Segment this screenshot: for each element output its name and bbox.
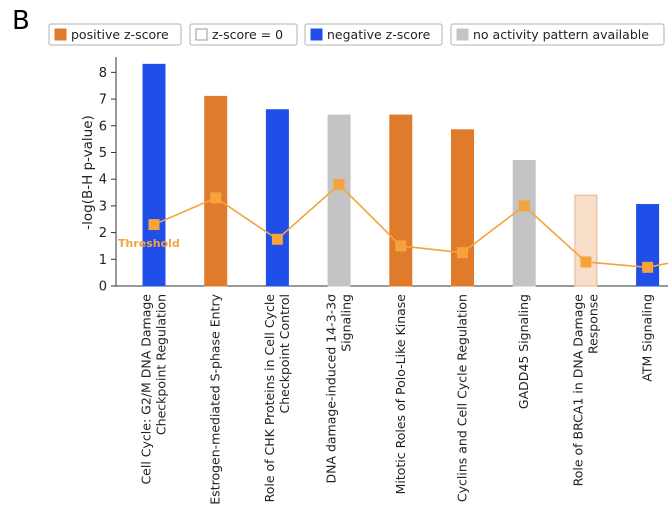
legend-item xyxy=(48,23,182,46)
ratio-point xyxy=(333,179,345,191)
legend-label: positive z-score xyxy=(71,27,169,42)
x-tick-label: Role of CHK Proteins in Cell Cycle xyxy=(262,294,277,503)
ratio-point xyxy=(210,192,222,204)
ratio-point xyxy=(148,219,160,231)
x-tick-label: Response xyxy=(585,294,600,354)
y-tick-label: 1 xyxy=(99,253,107,268)
y-tick-label: 4 xyxy=(99,173,107,188)
legend-label: no activity pattern available xyxy=(473,27,649,42)
y-tick-label: 8 xyxy=(99,66,107,81)
legend-item xyxy=(450,23,665,46)
ratio-point xyxy=(457,247,468,259)
panel-letter: B xyxy=(12,6,30,36)
x-tick-label: Signaling xyxy=(339,294,354,352)
y-axis-label: -log(B-H p-value) xyxy=(80,115,96,230)
bar xyxy=(451,129,474,287)
x-tick-label: Checkpoint Regulation xyxy=(154,294,169,435)
bar xyxy=(389,114,413,287)
negative-swatch-icon xyxy=(310,28,323,41)
x-tick-label: Cell Cycle: G2/M DNA Damage xyxy=(139,294,154,485)
no-pattern-swatch-icon xyxy=(456,28,469,41)
legend-item xyxy=(189,23,298,46)
y-tick-label: 3 xyxy=(99,199,107,214)
x-tick-label: Cyclins and Cell Cycle Regulation xyxy=(455,294,470,502)
legend-item xyxy=(304,23,443,46)
x-tick-label: Mitotic Roles of Polo-Like Kinase xyxy=(393,294,408,495)
ratio-point xyxy=(580,256,592,268)
bar xyxy=(204,95,228,287)
x-tick-label: Checkpoint Control xyxy=(277,294,292,414)
x-tick-label: DNA damage-induced 14-3-3σ xyxy=(324,294,339,484)
positive-swatch-icon xyxy=(54,28,67,41)
y-tick-label: 0 xyxy=(99,280,107,295)
y-tick-label: 7 xyxy=(99,93,107,108)
bar xyxy=(327,114,351,287)
legend-label: negative z-score xyxy=(327,27,431,42)
y-tick-label: 2 xyxy=(99,226,107,241)
bar xyxy=(265,109,289,287)
zero-swatch-icon xyxy=(195,28,208,41)
ratio-point xyxy=(271,233,283,245)
legend-label: z-score = 0 xyxy=(212,27,283,42)
bar xyxy=(512,159,536,287)
ratio-line xyxy=(153,183,668,269)
ratio-point xyxy=(518,200,530,212)
x-tick-label: GADD45 Signaling xyxy=(516,294,531,409)
y-tick-label: 6 xyxy=(99,119,107,134)
bar xyxy=(142,63,166,287)
ratio-point xyxy=(395,240,407,252)
y-tick-label: 5 xyxy=(99,146,107,161)
x-tick-label: Role of BRCA1 in DNA Damage xyxy=(570,294,585,487)
ratio-point xyxy=(642,261,654,273)
x-tick-label: ATM Signaling xyxy=(640,294,655,382)
threshold-label: Threshold xyxy=(118,237,180,250)
bar xyxy=(574,194,598,287)
x-tick-label: Estrogen-mediated S-phase Entry xyxy=(208,293,223,504)
bar xyxy=(636,204,660,287)
